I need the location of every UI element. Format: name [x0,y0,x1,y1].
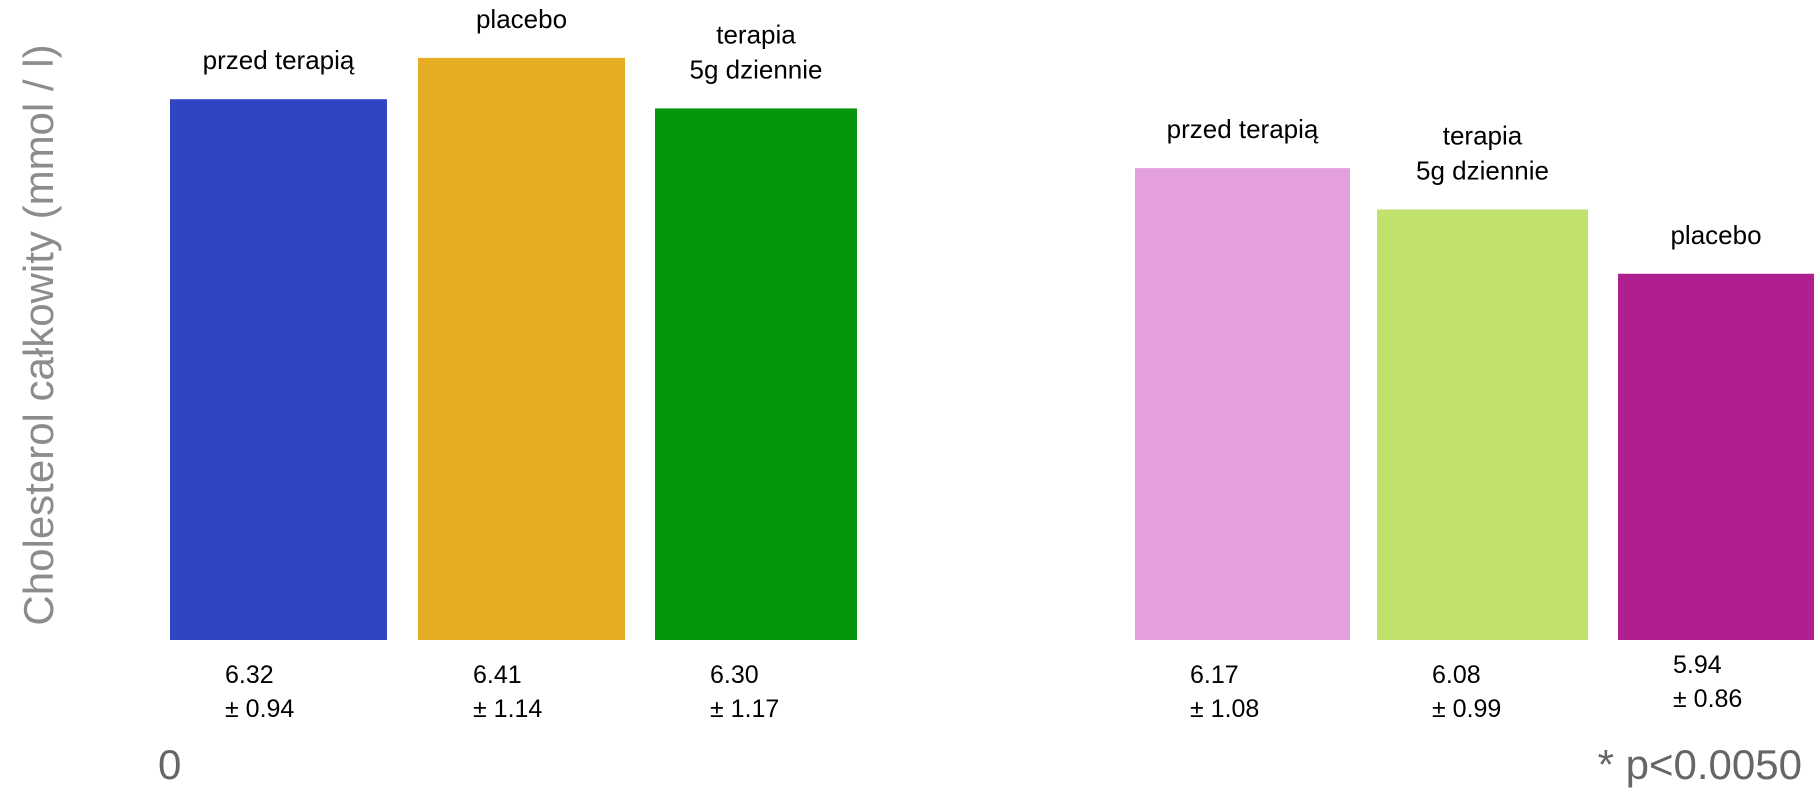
bar-2-3 [1618,273,1814,640]
bar-2-1 [1135,168,1350,640]
significance-footnote: * p<0.0050 [1598,741,1802,788]
value-label-2-3: 5.94 [1673,651,1722,679]
value-label-2-1: 6.17 [1190,661,1239,689]
bar-2-2 [1377,209,1588,640]
sd-label-1-1: ± 0.94 [225,695,294,723]
sd-label-2-3: ± 0.86 [1673,685,1742,713]
zero-label: 0 [158,741,181,788]
bar-label-1-3: 5g dziennie [690,54,823,84]
sd-label-2-2: ± 0.99 [1432,695,1501,723]
y-axis-label: Cholesterol całkowity (mmol / l) [15,44,62,625]
value-label-1-2: 6.41 [473,661,522,689]
bar-label-1-2: placebo [476,4,567,34]
bar-1-3 [655,108,857,640]
value-label-2-2: 6.08 [1432,661,1481,689]
sd-label-1-3: ± 1.17 [710,695,779,723]
bar-1-2 [418,57,625,640]
sd-label-2-1: ± 1.08 [1190,695,1259,723]
value-label-1-1: 6.32 [225,661,274,689]
bar-label-2-2: 5g dziennie [1416,155,1549,185]
bar-label-1-3: terapia [716,19,796,49]
bar-label-2-3: placebo [1670,220,1761,250]
value-label-1-3: 6.30 [710,661,759,689]
bar-label-2-2: terapia [1443,120,1523,150]
bar-1-1 [170,99,387,640]
bar-label-2-1: przed terapią [1167,114,1319,144]
sd-label-1-2: ± 1.14 [473,695,542,723]
bar-label-1-1: przed terapią [203,45,355,75]
